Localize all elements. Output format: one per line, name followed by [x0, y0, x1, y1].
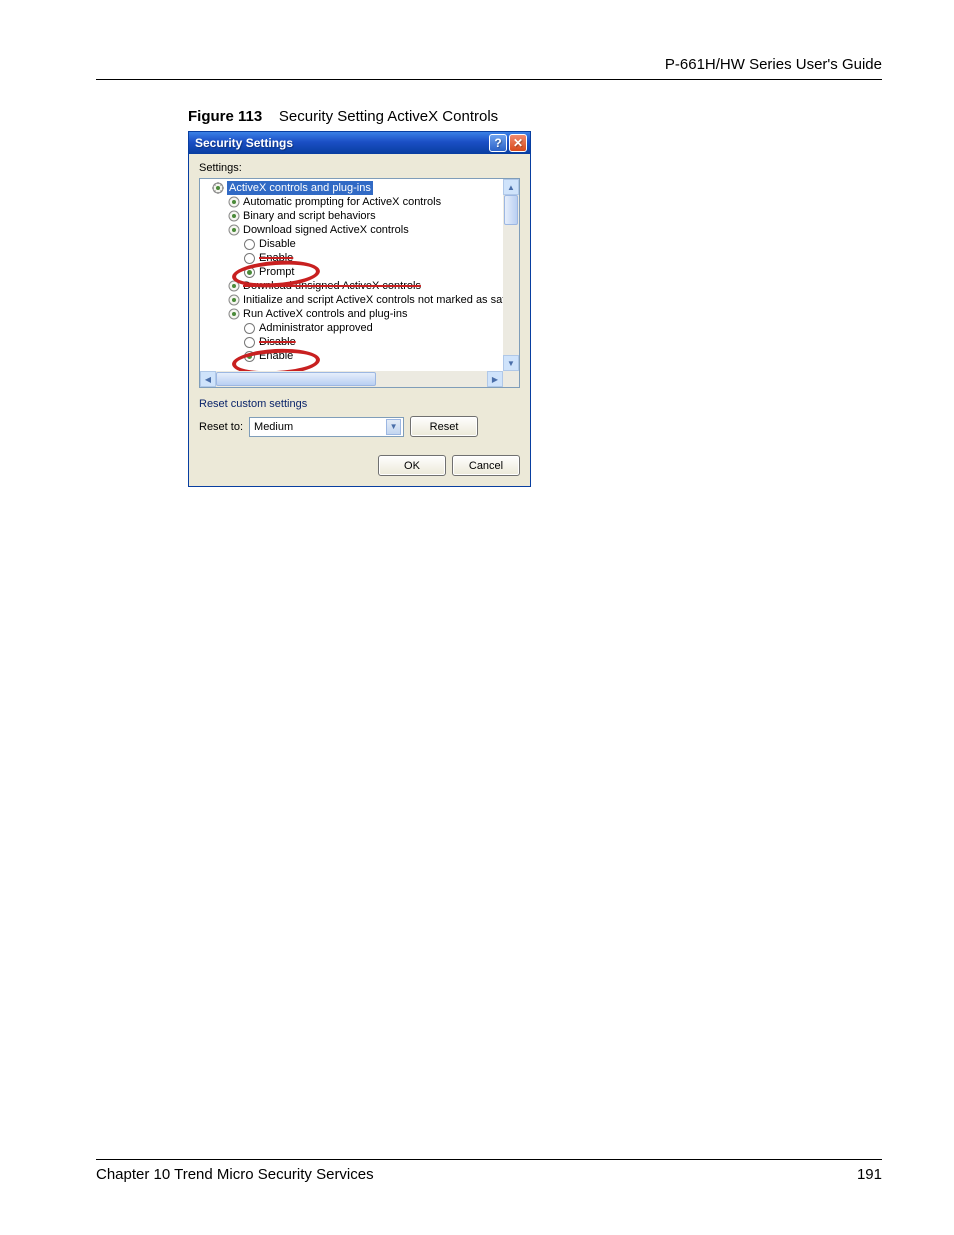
- tree-radio-label: Enable: [259, 251, 293, 265]
- tree-item-label: Run ActiveX controls and plug-ins: [243, 307, 407, 321]
- figure-number: Figure 113: [188, 108, 262, 125]
- radio-icon: [244, 337, 255, 348]
- footer-chapter: Chapter 10 Trend Micro Security Services: [96, 1166, 374, 1183]
- radio-icon: [244, 351, 255, 362]
- gear-icon: [228, 294, 240, 306]
- gear-icon: [212, 182, 224, 194]
- tree-item[interactable]: Initialize and script ActiveX controls n…: [202, 293, 501, 307]
- settings-label: Settings:: [199, 162, 520, 174]
- tree-radio[interactable]: Administrator approved: [202, 321, 501, 335]
- reset-group-label: Reset custom settings: [199, 398, 520, 410]
- reset-level-combo[interactable]: Medium ▼: [249, 417, 404, 437]
- scroll-thumb[interactable]: [504, 195, 518, 225]
- tree-radio-label: Disable: [259, 237, 296, 251]
- scroll-up-icon[interactable]: ▲: [503, 179, 519, 195]
- tree-item-label: Initialize and script ActiveX controls n…: [243, 293, 503, 307]
- tree-item[interactable]: Automatic prompting for ActiveX controls: [202, 195, 501, 209]
- combo-value: Medium: [254, 421, 386, 433]
- security-settings-dialog: Security Settings ? ✕ Settings: ActiveX …: [188, 131, 531, 487]
- chevron-down-icon[interactable]: ▼: [386, 419, 401, 435]
- gear-icon: [228, 210, 240, 222]
- ok-button[interactable]: OK: [378, 455, 446, 476]
- tree-radio[interactable]: Prompt: [202, 265, 501, 279]
- scroll-corner: [503, 371, 519, 387]
- footer-page-number: 191: [857, 1166, 882, 1183]
- footer-rule: [96, 1159, 882, 1160]
- radio-icon: [244, 323, 255, 334]
- tree-item-label: Download signed ActiveX controls: [243, 223, 409, 237]
- cancel-button[interactable]: Cancel: [452, 455, 520, 476]
- tree-radio[interactable]: Enable: [202, 251, 501, 265]
- help-icon[interactable]: ?: [489, 134, 507, 152]
- tree-root-label: ActiveX controls and plug-ins: [227, 181, 373, 195]
- header-rule: [96, 79, 882, 80]
- scroll-left-icon[interactable]: ◀: [200, 371, 216, 387]
- figure-caption: Figure 113 Security Setting ActiveX Cont…: [188, 108, 882, 125]
- scroll-thumb[interactable]: [216, 372, 376, 386]
- scroll-track[interactable]: [503, 195, 519, 355]
- gear-icon: [228, 308, 240, 320]
- tree-radio-label: Enable: [259, 349, 293, 363]
- dialog-titlebar[interactable]: Security Settings ? ✕: [189, 132, 530, 154]
- tree-radio[interactable]: Disable: [202, 237, 501, 251]
- tree-item[interactable]: Download signed ActiveX controls: [202, 223, 501, 237]
- gear-icon: [228, 196, 240, 208]
- settings-tree: ActiveX controls and plug-ins Automatic …: [199, 178, 520, 388]
- radio-icon: [244, 253, 255, 264]
- tree-item[interactable]: Binary and script behaviors: [202, 209, 501, 223]
- tree-item-label: Automatic prompting for ActiveX controls: [243, 195, 441, 209]
- close-icon[interactable]: ✕: [509, 134, 527, 152]
- reset-button[interactable]: Reset: [410, 416, 478, 437]
- vertical-scrollbar[interactable]: ▲ ▼: [503, 179, 519, 371]
- tree-item[interactable]: Download unsigned ActiveX controls: [202, 279, 501, 293]
- scroll-right-icon[interactable]: ▶: [487, 371, 503, 387]
- tree-radio-label: Disable: [259, 335, 296, 349]
- scroll-track[interactable]: [216, 371, 487, 387]
- page-header: P-661H/HW Series User's Guide: [96, 56, 882, 73]
- figure-title: Security Setting ActiveX Controls: [279, 108, 498, 125]
- radio-icon: [244, 267, 255, 278]
- tree-item-label: Download unsigned ActiveX controls: [243, 279, 421, 293]
- tree-root[interactable]: ActiveX controls and plug-ins: [202, 181, 501, 195]
- tree-radio[interactable]: Disable: [202, 335, 501, 349]
- dialog-title: Security Settings: [195, 136, 487, 150]
- gear-icon: [228, 280, 240, 292]
- reset-to-label: Reset to:: [199, 421, 243, 433]
- tree-item-label: Binary and script behaviors: [243, 209, 376, 223]
- tree-radio[interactable]: Enable: [202, 349, 501, 363]
- tree-item[interactable]: Run ActiveX controls and plug-ins: [202, 307, 501, 321]
- tree-radio-label: Prompt: [259, 265, 294, 279]
- tree-radio-label: Administrator approved: [259, 321, 373, 335]
- scroll-down-icon[interactable]: ▼: [503, 355, 519, 371]
- horizontal-scrollbar[interactable]: ◀ ▶: [200, 371, 503, 387]
- gear-icon: [228, 224, 240, 236]
- radio-icon: [244, 239, 255, 250]
